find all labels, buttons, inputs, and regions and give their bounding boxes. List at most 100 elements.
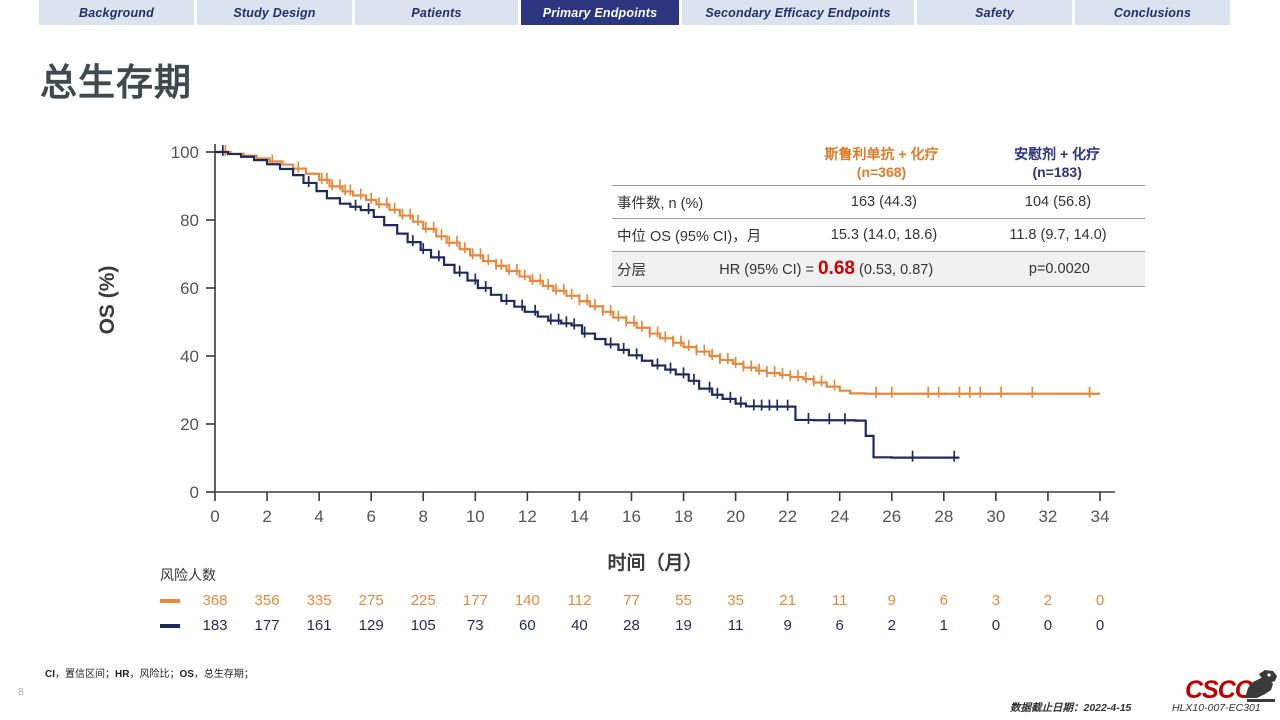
page-title: 总生存期 <box>40 62 192 103</box>
stats-row-events: 事件数, n (%) 163 (44.3) 104 (56.8) <box>612 185 1145 218</box>
footnote-os-text: ，总生存期； <box>193 669 254 680</box>
x-axis-label: 时间（月） <box>607 553 703 574</box>
svg-text:26: 26 <box>882 507 901 526</box>
risk-table-title: 风险人数 <box>160 567 216 583</box>
stats-row-median-os: 中位 OS (95% CI)，月 15.3 (14.0, 18.6) 11.8 … <box>612 218 1145 251</box>
risk-cell: 19 <box>675 617 692 634</box>
risk-table: 368 356 335 275 225 177 140 112 77 55 35 21 11 9 6 3 2 0 1… <box>160 588 1140 638</box>
risk-cell: 161 <box>306 617 332 634</box>
arm2-n: (n=183) <box>1032 163 1082 180</box>
arm2-name: 安慰剂 + 化疗 <box>1014 146 1101 162</box>
svg-text:32: 32 <box>1038 507 1057 526</box>
svg-text:22: 22 <box>778 507 797 526</box>
risk-cell: 60 <box>519 617 536 634</box>
risk-cell: 6 <box>835 617 844 634</box>
risk-cell: 112 <box>567 592 592 609</box>
svg-text:0: 0 <box>210 507 219 526</box>
svg-text:100: 100 <box>171 143 199 162</box>
risk-cell: 356 <box>254 592 280 609</box>
nav-tab-conclusions[interactable]: Conclusions <box>1075 0 1230 25</box>
risk-cell: 11 <box>727 617 744 634</box>
risk-cell: 9 <box>887 592 896 609</box>
nav-tab-label: Conclusions <box>1113 5 1192 20</box>
hr-ci: (0.53, 0.87) <box>854 262 934 278</box>
hr-expression: HR (95% CI) = 0.68 (0.53, 0.87) <box>679 258 974 280</box>
footnote-os-abbr: OS <box>179 669 194 680</box>
statistics-table: 斯鲁利单抗 + 化疗 (n=368) 安慰剂 + 化疗 (n=183) 事件数,… <box>612 146 1145 287</box>
footnote-ci-abbr: CI <box>45 669 55 680</box>
nav-tab-secondary-efficacy-endpoints[interactable]: Secondary Efficacy Endpoints <box>682 0 914 25</box>
stats-header-arm1: 斯鲁利单抗 + 化疗 (n=368) <box>794 146 970 181</box>
risk-cell: 0 <box>1043 617 1053 634</box>
risk-cell: 0 <box>991 617 1001 634</box>
risk-cell: 28 <box>623 617 640 634</box>
svg-text:14: 14 <box>570 507 589 526</box>
risk-row-marker-icon <box>160 624 180 628</box>
hr-stratified-label: 分层 <box>617 262 646 279</box>
risk-row-1: 368 356 335 275 225 177 140 112 77 55 35 21 11 9 6 3 2 0 <box>160 588 1140 613</box>
hr-value: 0.68 <box>817 258 855 279</box>
svg-text:8: 8 <box>419 507 428 526</box>
risk-cell: 40 <box>571 617 588 634</box>
svg-text:4: 4 <box>314 507 323 526</box>
km-curve-2 <box>215 150 960 459</box>
svg-text:2: 2 <box>262 507 271 526</box>
data-cutoff-date: 数据截止日期：2022-4-15 <box>1010 702 1132 714</box>
risk-cell: 140 <box>514 592 540 609</box>
risk-cell: 77 <box>623 592 640 609</box>
row-value-arm1: 163 (44.3) <box>850 194 918 210</box>
nav-tab-primary-endpoints[interactable]: Primary Endpoints <box>521 0 679 25</box>
hr-prefix: HR (95% CI) = <box>719 262 818 278</box>
top-navigation: Background Study Design Patients Primary… <box>0 0 1280 25</box>
svg-text:30: 30 <box>986 507 1005 526</box>
risk-cell: 9 <box>783 617 792 634</box>
risk-cell: 21 <box>779 592 796 609</box>
study-identifier: HLX10-007-EC301 <box>1172 702 1261 714</box>
risk-cell: 177 <box>462 592 488 609</box>
nav-tab-patients[interactable]: Patients <box>355 0 518 25</box>
risk-cell: 183 <box>202 617 228 634</box>
svg-text:34: 34 <box>1091 507 1110 526</box>
svg-text:20: 20 <box>180 415 199 434</box>
footnote-hr-abbr: HR <box>115 669 130 680</box>
page-number: 8 <box>18 687 24 698</box>
risk-cell: 11 <box>831 592 848 609</box>
csco-logo-text: CSCO <box>1185 676 1254 704</box>
footnote-ci-text: ，置信区间； <box>55 669 115 680</box>
risk-cell: 0 <box>1095 592 1105 609</box>
svg-text:20: 20 <box>726 507 745 526</box>
y-axis-label: OS (%) <box>96 265 119 335</box>
risk-cell: 35 <box>727 592 744 609</box>
arm1-n: (n=368) <box>856 163 907 180</box>
nav-tab-study-design[interactable]: Study Design <box>197 0 352 25</box>
stats-row-hazard-ratio: 分层 HR (95% CI) = 0.68 (0.53, 0.87) p=0.0… <box>612 251 1145 287</box>
svg-text:28: 28 <box>934 507 953 526</box>
csco-logo: CSCO <box>1185 668 1280 706</box>
p-value: p=0.0020 <box>1028 261 1090 277</box>
svg-text:16: 16 <box>622 507 641 526</box>
risk-cell: 1 <box>939 617 948 634</box>
nav-tab-label: Secondary Efficacy Endpoints <box>705 5 891 20</box>
footnote-abbreviations: CI，置信区间；HR，风险比；OS，总生存期； <box>45 665 254 680</box>
risk-row-marker-icon <box>160 599 180 603</box>
nav-tab-label: Background <box>79 5 154 20</box>
stats-header-row: 斯鲁利单抗 + 化疗 (n=368) 安慰剂 + 化疗 (n=183) <box>612 146 1145 185</box>
svg-text:0: 0 <box>190 483 199 502</box>
risk-cell: 55 <box>675 592 692 609</box>
risk-cell: 2 <box>1043 592 1053 609</box>
row-label: 中位 OS (95% CI)，月 <box>617 228 762 245</box>
risk-cell: 73 <box>466 617 484 634</box>
footnote-hr-text: ，风险比； <box>129 669 180 680</box>
nav-tab-safety[interactable]: Safety <box>917 0 1072 25</box>
stats-header-arm2: 安慰剂 + 化疗 (n=183) <box>969 146 1145 181</box>
nav-tab-label: Safety <box>975 5 1014 20</box>
csco-emblem-icon <box>1245 670 1277 702</box>
km-chart: 0 20 40 60 80 100 0 2 4 6 8 10 12 14 16 18 20 22 24 26 28 30 3… <box>0 130 1180 570</box>
risk-cell: 368 <box>202 592 228 609</box>
nav-tab-background[interactable]: Background <box>39 0 194 25</box>
risk-cell: 177 <box>254 617 280 634</box>
risk-cell: 0 <box>1095 617 1105 634</box>
nav-tab-label: Patients <box>411 5 462 20</box>
svg-text:10: 10 <box>466 507 485 526</box>
